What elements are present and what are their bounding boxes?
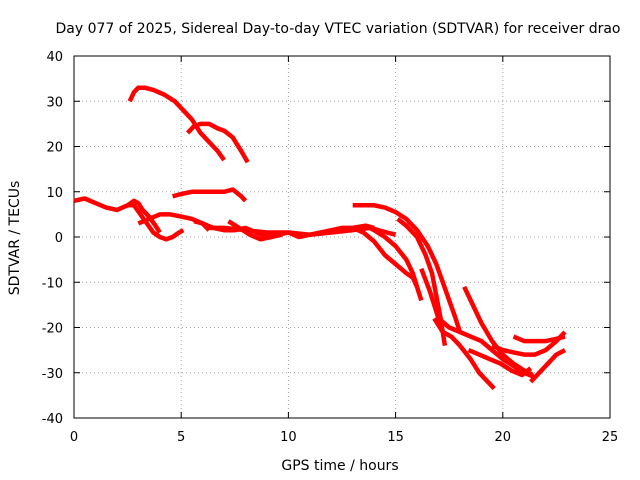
chart-title: Day 077 of 2025, Sidereal Day-to-day VTE…: [55, 21, 620, 37]
x-tick-label: 15: [387, 430, 404, 445]
x-tick-label: 5: [177, 430, 185, 445]
y-tick-label: 0: [55, 231, 63, 246]
series-arc-9: [227, 219, 283, 242]
series-arc-17: [467, 348, 533, 378]
x-tick-label: 10: [280, 430, 297, 445]
y-tick-label: -20: [42, 322, 63, 337]
series-arc-18: [491, 330, 567, 357]
series-arc-2: [185, 121, 250, 164]
x-axis-label: GPS time / hours: [281, 458, 398, 474]
series-arc-8: [193, 219, 375, 240]
series-arc-19: [512, 334, 566, 344]
x-tick-label: 20: [495, 430, 512, 445]
y-tick-label: 40: [46, 50, 63, 65]
y-axis-label: SDTVAR / TECUs: [7, 181, 23, 296]
series-arc-12: [351, 225, 420, 288]
series-arc-5: [127, 203, 185, 242]
y-tick-label: 10: [46, 186, 63, 201]
axis-ticks: 0 5 10 15 20 25 40 30 20 10 0 -10 -20 -30 -40: [42, 50, 619, 445]
series-arc-15: [432, 317, 496, 391]
data-series: [73, 85, 567, 391]
x-tick-label: 0: [70, 430, 78, 445]
y-tick-label: 30: [46, 95, 63, 110]
x-tick-label: 25: [602, 430, 619, 445]
y-tick-label: -40: [42, 412, 63, 427]
series-arc-10: [352, 203, 463, 333]
y-tick-label: -10: [42, 276, 63, 291]
series-arc-3: [172, 187, 248, 203]
series-arc-1: [127, 85, 226, 162]
y-tick-label: -30: [42, 367, 63, 382]
series-arc-20: [529, 348, 567, 384]
y-tick-label: 20: [46, 141, 63, 156]
series-arc-13: [396, 217, 448, 346]
grid: [74, 56, 610, 418]
series-arc-4: [73, 196, 162, 234]
